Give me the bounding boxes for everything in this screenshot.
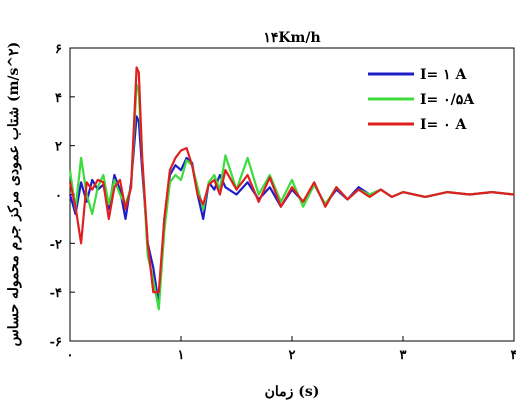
x-tick-label: ۴ — [511, 348, 516, 363]
y-axis-ticks: -۶ -۴ -۲ ۰ ۲ ۴ ۶ — [50, 42, 75, 350]
legend-label-1: I= ۰/۵A — [420, 92, 475, 108]
legend-label-0: I= ۱ A — [420, 67, 468, 83]
y-tick-label: -۲ — [50, 237, 62, 252]
y-tick-label: -۶ — [50, 335, 62, 350]
y-tick-label: ۶ — [55, 42, 62, 57]
legend: I= ۱ A I= ۰/۵A I= ۰ A — [368, 67, 475, 133]
x-tick-label: ۲ — [289, 348, 296, 363]
y-axis-title: شتاب عمودی مرکز جرم محموله حساس (m/s^۲) — [6, 42, 22, 347]
x-axis-ticks: ۰ ۱ ۲ ۳ ۴ — [67, 336, 516, 363]
series-line-2 — [68, 66, 515, 294]
y-tick-label: ۲ — [55, 140, 62, 155]
x-tick-label: ۰ — [67, 348, 74, 363]
y-tick-label: ۰ — [55, 189, 62, 204]
chart-title: ۱۴Km/h — [263, 30, 320, 46]
series-line-0 — [68, 115, 515, 306]
x-tick-label: ۱ — [178, 348, 185, 363]
legend-label-2: I= ۰ A — [420, 117, 468, 133]
y-tick-label: ۴ — [55, 91, 62, 106]
y-tick-label: -۴ — [50, 286, 62, 301]
x-axis-title: زمان (s) — [265, 384, 320, 400]
x-tick-label: ۳ — [400, 348, 407, 363]
series-layer — [68, 66, 515, 311]
